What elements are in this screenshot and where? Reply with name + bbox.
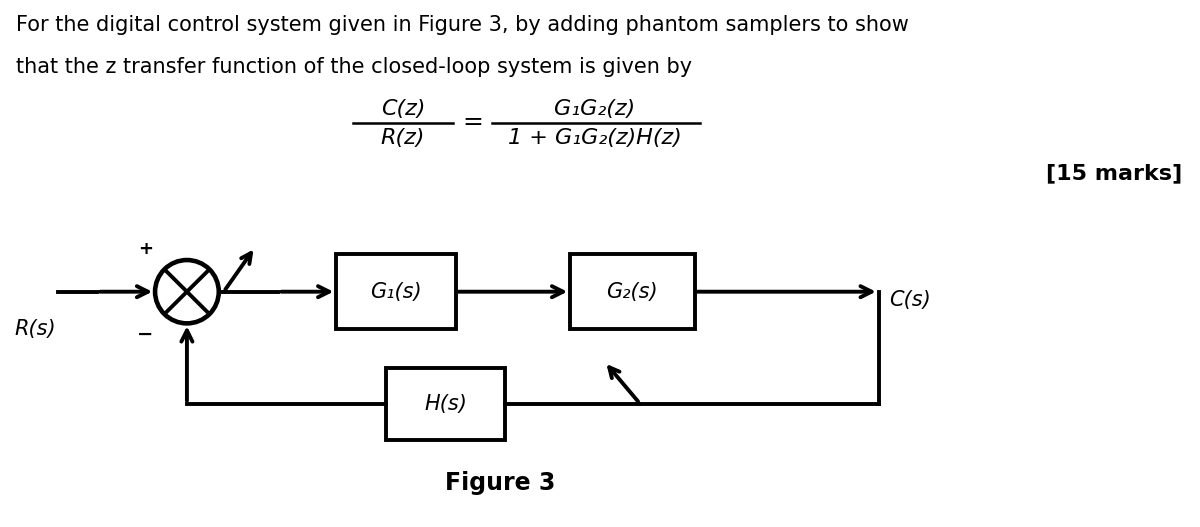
- Text: G₁(s): G₁(s): [370, 282, 421, 301]
- Text: For the digital control system given in Figure 3, by adding phantom samplers to : For the digital control system given in …: [16, 15, 908, 35]
- Text: 1 + G₁G₂(z)H(z): 1 + G₁G₂(z)H(z): [508, 129, 682, 149]
- Text: C(z): C(z): [380, 99, 425, 119]
- FancyBboxPatch shape: [570, 254, 695, 329]
- FancyBboxPatch shape: [336, 254, 456, 329]
- Text: G₁G₂(z): G₁G₂(z): [554, 99, 636, 119]
- Text: C(s): C(s): [889, 290, 930, 310]
- Text: G₂(s): G₂(s): [606, 282, 658, 301]
- Text: Figure 3: Figure 3: [445, 471, 556, 495]
- Text: [15 marks]: [15 marks]: [1046, 163, 1182, 183]
- Text: H(s): H(s): [425, 394, 467, 414]
- Text: R(z): R(z): [380, 129, 425, 149]
- FancyBboxPatch shape: [386, 368, 505, 440]
- Text: +: +: [138, 240, 154, 258]
- Text: that the z transfer function of the closed-loop system is given by: that the z transfer function of the clos…: [16, 57, 692, 77]
- Text: R(s): R(s): [14, 319, 56, 339]
- Text: =: =: [462, 110, 484, 133]
- Text: −: −: [137, 325, 154, 344]
